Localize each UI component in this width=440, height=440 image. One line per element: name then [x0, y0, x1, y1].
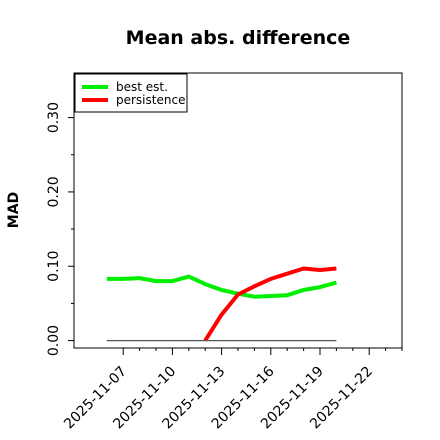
legend-label: persistence: [116, 93, 185, 107]
y-tick-label: 0.00: [46, 325, 62, 356]
legend-box: [74, 73, 188, 113]
legend: best est.persistence: [74, 73, 188, 113]
plot-area-frame: [73, 72, 403, 349]
chart-title: Mean abs. difference: [126, 27, 351, 49]
y-tick-label: 0.30: [46, 102, 62, 133]
y-tick-label: 0.20: [46, 176, 62, 207]
series-line-best-est: [106, 274, 337, 299]
legend-label: best est.: [116, 80, 168, 94]
y-axis-label: MAD: [6, 192, 22, 228]
y-tick-label: 0.10: [46, 251, 62, 282]
series-line-persistence: [203, 266, 337, 342]
